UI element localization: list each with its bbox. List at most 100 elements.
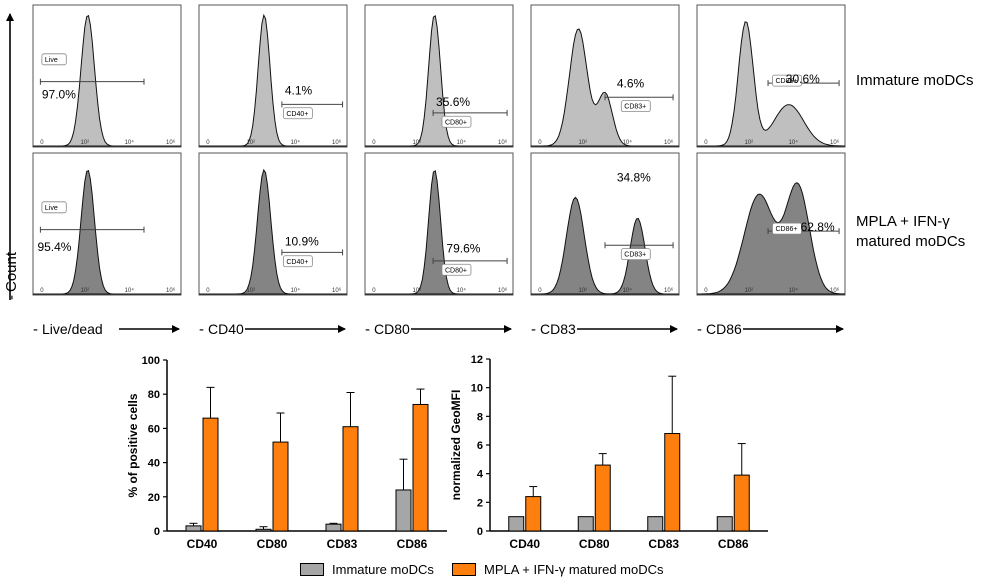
flow-percentage: 4.6% [617,76,645,90]
flow-gate-label-box [620,248,651,261]
x-tick-label: CD40 [509,537,540,551]
geomfi-bar-chart: 0 2 4 6 8 10 12 normalized GeoMFI CD40 CD80 CD83 CD… [449,354,768,551]
row-label-immature: Immature moDCs [856,72,974,89]
flow-gate-label: CD40+ [286,111,308,118]
row-label-matured-line1: MPLA + IFN-γ matured moDCs [856,212,984,252]
flow-x-tick-label: 10² [80,140,89,146]
flow-gate-label: CD80+ [445,267,467,274]
flow-x-tick-label: 10² [412,288,421,294]
flow-x-tick-label: 10⁴ [789,287,799,294]
flow-x-tick-label: 10⁶ [830,139,840,146]
flow-x-tick-label: 10⁴ [125,287,135,294]
flow-x-tick-label: 10² [412,140,421,146]
y-tick-label: 4 [477,469,484,481]
flow-panel-frame [32,4,182,148]
flow-x-tick-label: 10⁶ [498,139,508,146]
flow-x-tick-label: 10² [744,288,753,294]
flow-x-tick-label: 10⁴ [789,139,799,146]
flow-x-tick-label: 10² [744,140,753,146]
flow-x-tick-label: 0 [538,140,542,146]
flow-gate-label: CD86+ [775,226,797,233]
flow-x-tick-label: 0 [372,140,376,146]
y-axis-label: % of positive cells [126,393,140,497]
flow-histogram [697,21,845,147]
flow-x-tick-label: 10⁶ [332,287,342,294]
y-tick-label: 0 [477,526,483,538]
flow-x-tick-label: 10⁶ [166,287,176,294]
flow-x-axis-dash: - [697,321,702,338]
flow-histogram [531,196,679,295]
flow-x-axis-label: CD86 [706,321,742,337]
bar-immature [647,516,664,532]
flow-x-tick-label: 10² [246,140,255,146]
flow-percentage: 10.9% [285,234,319,248]
flow-panel-2-1: 0 10² 10⁴ 10⁶ CD80+ 79.6% [364,152,514,296]
flow-panel-4-0: 0 10² 10⁴ 10⁶ CD86+30.6% [696,4,846,148]
flow-gate-label: CD83+ [624,252,646,259]
y-tick-label: 12 [471,354,483,366]
flow-x-tick-label: 10⁴ [291,139,301,146]
bar-matured [664,433,681,532]
flow-gate-label: CD83+ [624,104,646,111]
flow-histogram [33,169,181,295]
flow-x-axis-label: Live/dead [42,321,103,337]
flow-histogram [531,28,679,147]
count-axis-dash: - [3,295,20,300]
flow-x-axis-dash: - [531,321,536,338]
bar-matured [525,496,542,532]
flow-x-tick-label: 0 [372,288,376,294]
flow-gate-label-box [772,74,802,87]
flow-panel-2-0: 0 10² 10⁴ 10⁶ CD80+ 35.6% [364,4,514,148]
y-tick-label: 10 [471,383,483,395]
flow-x-axis-label: CD83 [540,321,576,337]
bar-matured [342,426,359,532]
flow-percentage: 30.6% [786,72,820,86]
flow-x-axis-dash: - [365,321,370,338]
flow-histogram [365,15,513,147]
flow-gate-label: Live [45,205,58,212]
flow-x-axis-dash: - [33,321,38,338]
flow-percentage: 79.6% [446,241,480,255]
flow-panel-1-1: 0 10² 10⁴ 10⁶ CD40+ 10.9% [198,152,348,296]
x-tick-label: CD80 [257,537,288,551]
flow-panel-frame [696,4,846,148]
bar-immature [716,516,733,532]
flow-x-tick-label: 10⁴ [623,287,633,294]
flow-percentage: 95.4% [37,240,71,254]
flow-gate-label: CD40+ [286,259,308,266]
flow-x-tick-label: 10² [578,288,587,294]
flow-gate-label-box [441,263,472,276]
flow-gate-label: CD86+ [775,78,797,85]
flow-x-tick-label: 0 [40,140,44,146]
flow-histogram [199,168,347,295]
x-tick-label: CD83 [327,537,358,551]
x-tick-label: CD80 [579,537,610,551]
positive-cells-bar-chart: 0 20 40 60 80 100 % of positive cells CD40 CD80 C… [126,355,447,551]
flow-x-tick-label: 0 [538,288,542,294]
flow-panel-4-1: 0 10² 10⁴ 10⁶ CD86+ 62.8% [696,152,846,296]
bar-matured [733,474,750,532]
flow-gate-label-box [282,255,313,268]
bar-matured [594,464,611,532]
flow-x-tick-label: 10⁶ [664,139,674,146]
y-tick-label: 60 [148,423,160,435]
bar-matured [412,403,429,532]
flow-panel-0-1: 0 10² 10⁴ 10⁶ Live 95.4% [32,152,182,296]
flow-percentage: 97.0% [42,88,76,102]
flow-panel-1-0: 0 10² 10⁴ 10⁶ CD40+ 4.1% [198,4,348,148]
flow-gate-label: Live [45,57,58,64]
flow-gate-label-box [620,100,651,113]
count-axis-label: Count [3,251,20,292]
flow-x-axis-label: CD80 [374,321,410,337]
flow-x-tick-label: 10⁴ [457,139,467,146]
flow-panel-frame [32,152,182,296]
legend-label-immature: Immature moDCs [332,562,434,577]
x-tick-label: CD86 [718,537,749,551]
y-tick-label: 0 [154,526,160,538]
flow-histogram [33,14,181,147]
flow-gate-label: CD80+ [445,119,467,126]
legend: Immature moDCs MPLA + IFN-γ matured moDC… [300,562,940,580]
x-tick-label: CD86 [397,537,428,551]
